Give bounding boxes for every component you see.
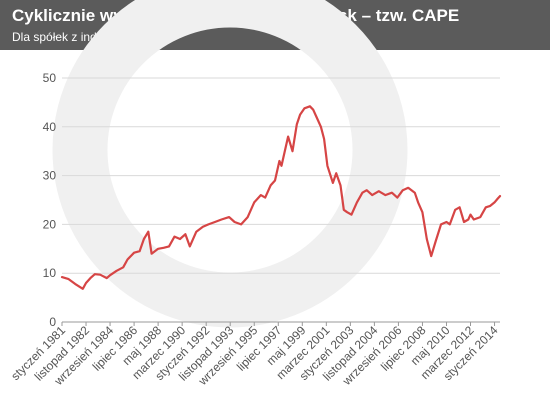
y-tick-label-10: 10 <box>43 266 57 280</box>
gridlines <box>62 77 500 323</box>
y-tick-label-30: 30 <box>43 169 57 183</box>
y-axis-ticks: 0 10 20 30 40 50 <box>43 71 57 329</box>
y-tick-label-50: 50 <box>43 71 57 85</box>
watermark-ring <box>52 0 408 328</box>
y-tick-label-40: 40 <box>43 120 57 134</box>
y-tick-label-20: 20 <box>43 217 57 231</box>
y-tick-label-0: 0 <box>49 315 56 329</box>
watermark-logo <box>52 0 408 328</box>
series-layer <box>60 105 502 290</box>
